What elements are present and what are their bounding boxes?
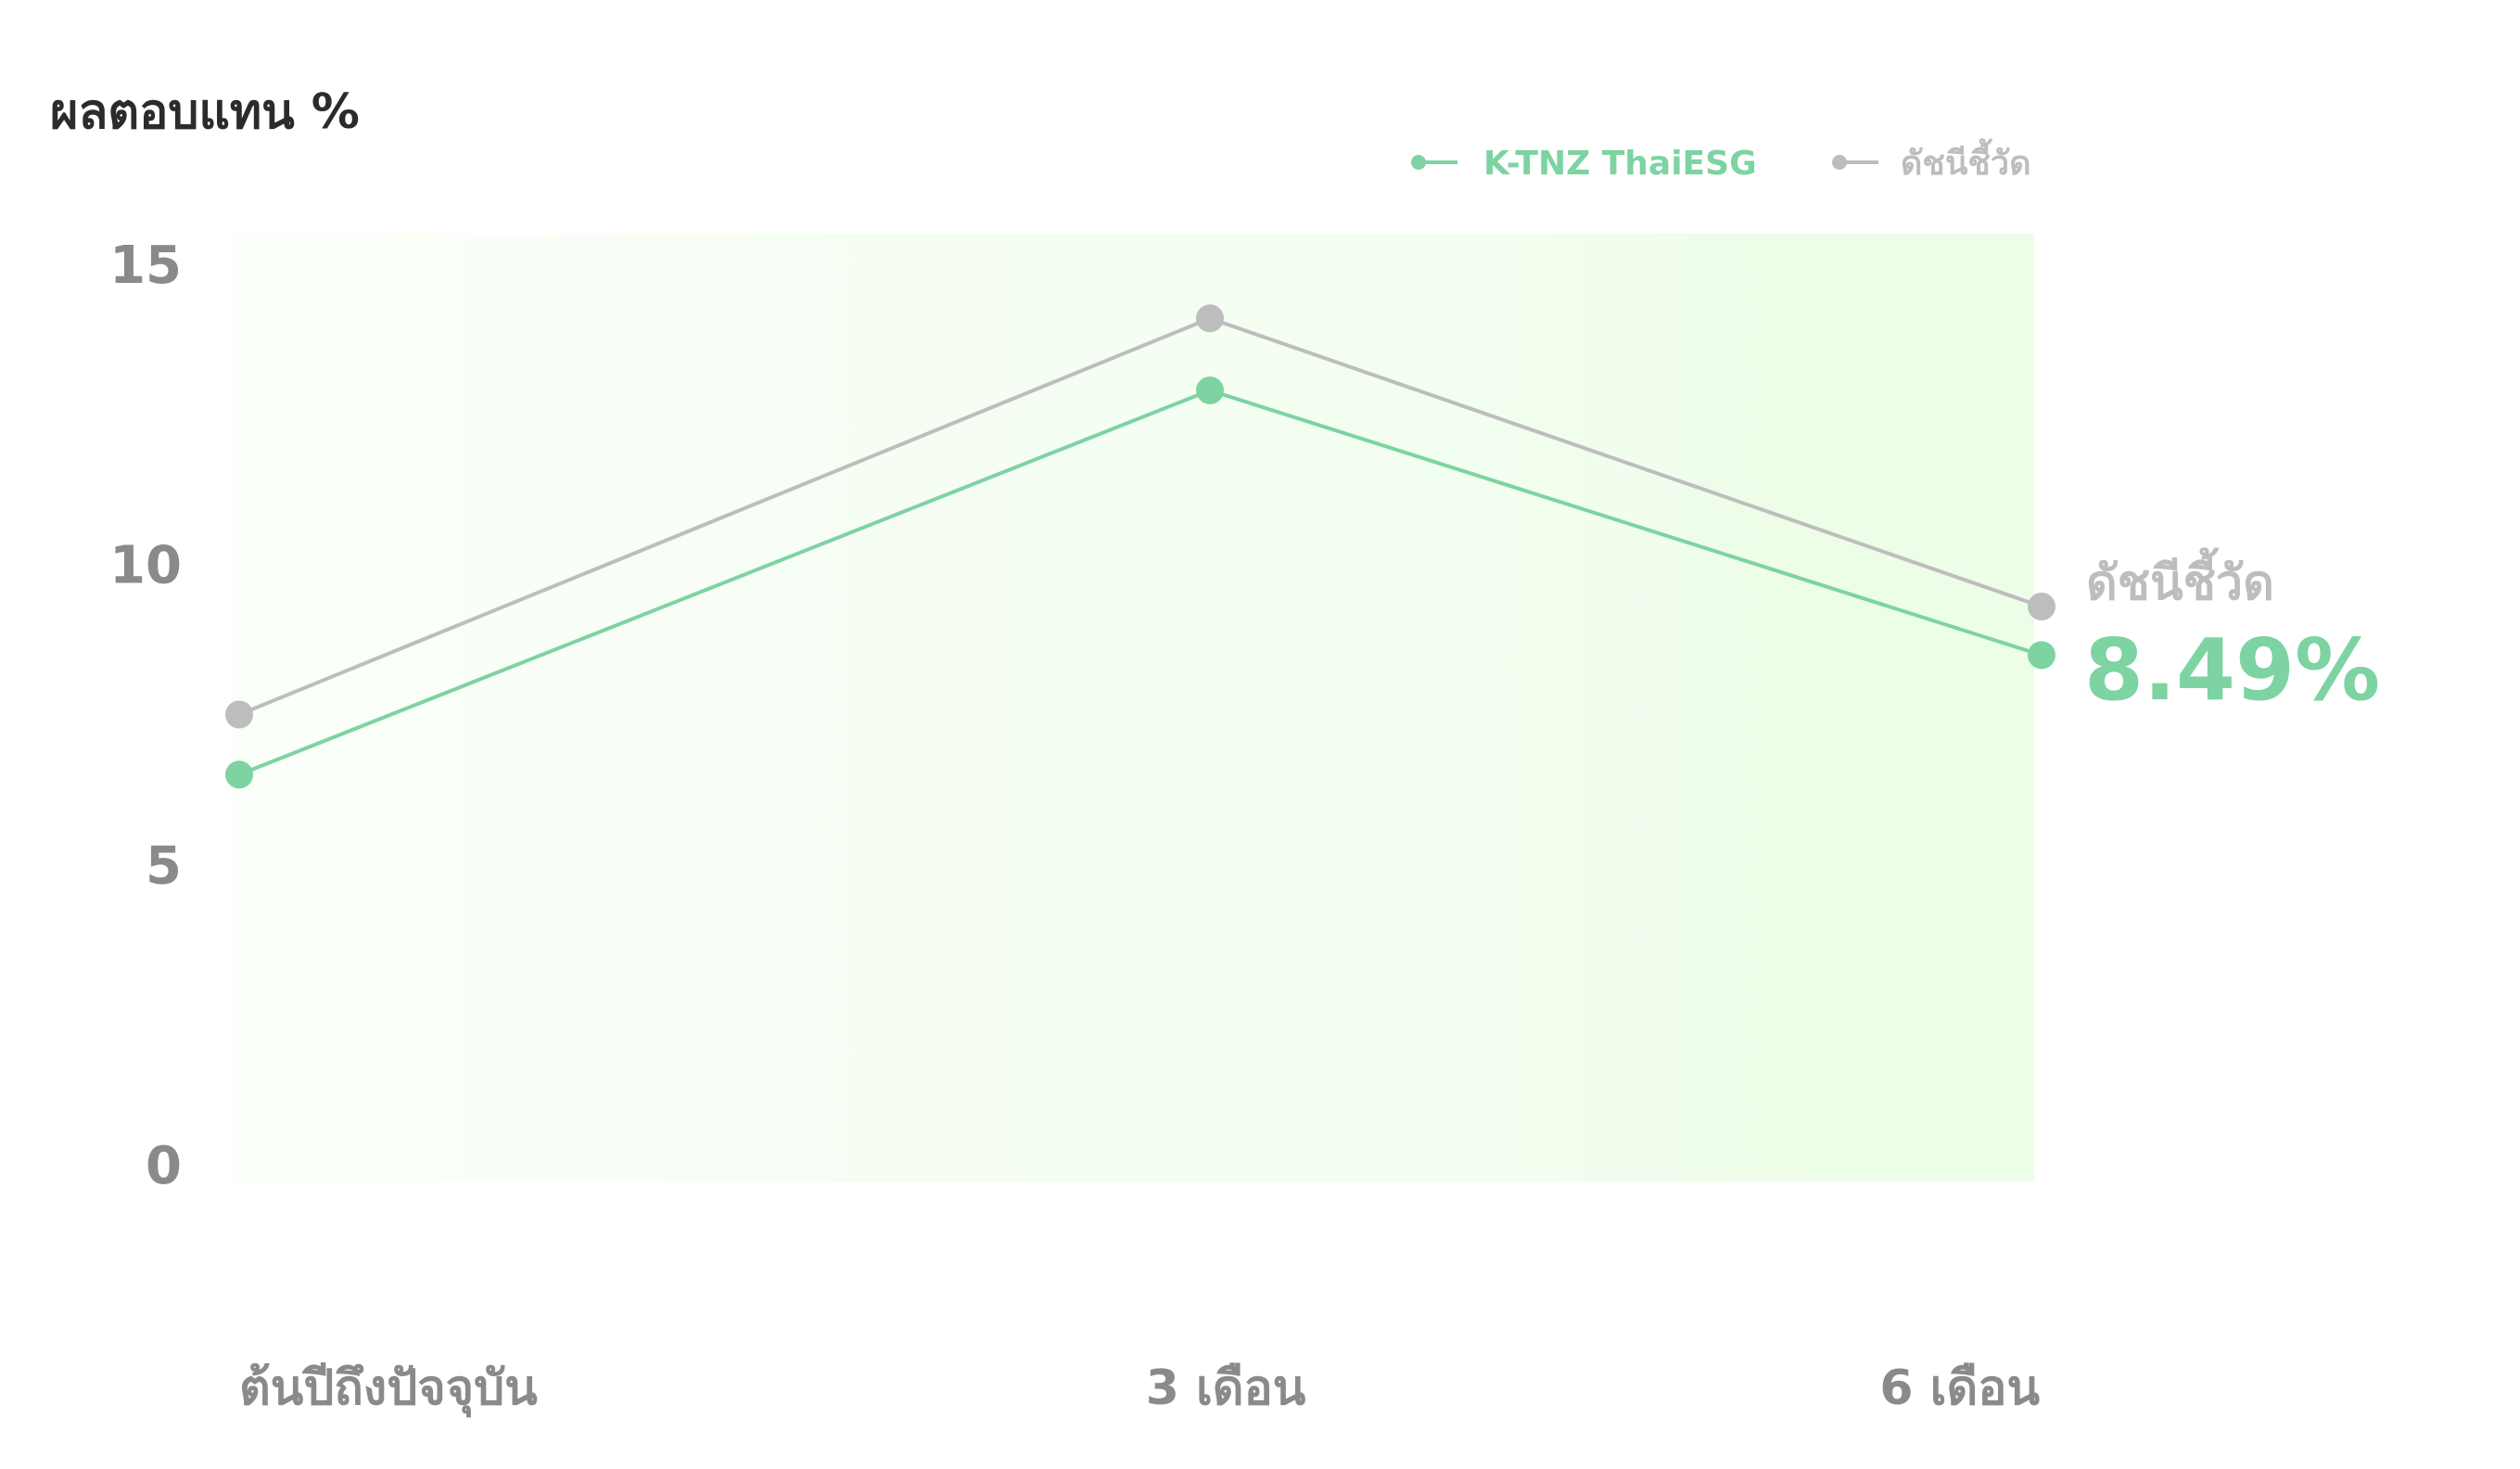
legend: K-TNZ ThaiESG ดัชนีชี้วัด [1411,138,2030,183]
x-tick-label: 3 เดือน [1146,1360,1306,1416]
legend-item-benchmark[interactable]: ดัชนีชี้วัด [1832,138,2030,183]
data-point-fund[interactable] [2028,641,2055,670]
y-tick-label: 15 [109,236,182,296]
x-tick-label: ต้นปีถึงปัจจุบัน [239,1360,538,1418]
series-layer [225,304,2055,789]
callout-label: ดัชนีชี้วัด [2086,547,2274,611]
y-tick-label: 10 [109,536,182,596]
data-point-benchmark[interactable] [1196,304,1224,333]
data-point-fund[interactable] [225,760,253,789]
y-tick-label: 5 [146,836,182,896]
x-axis: ต้นปีถึงปัจจุบัน 3 เดือน 6 เดือน [239,1360,2040,1418]
legend-marker-benchmark [1832,155,1847,170]
data-point-benchmark[interactable] [225,700,253,729]
legend-label-fund: K-TNZ ThaiESG [1483,145,1757,183]
callout-value: 8.49% [2084,620,2380,720]
y-tick-label: 0 [146,1136,182,1196]
y-axis: 0 5 10 15 [109,236,182,1196]
x-tick-label: 6 เดือน [1879,1360,2040,1416]
end-callout: ดัชนีชี้วัด 8.49% [2084,547,2380,720]
data-point-fund[interactable] [1196,376,1224,404]
data-point-benchmark[interactable] [2028,592,2055,620]
plot-background-highlight [1687,234,2034,1182]
legend-label-benchmark: ดัชนีชี้วัด [1901,138,2030,183]
chart-title: ผลตอบแทน % [50,84,360,140]
legend-item-fund[interactable]: K-TNZ ThaiESG [1411,145,1757,183]
legend-marker-fund [1411,155,1426,170]
